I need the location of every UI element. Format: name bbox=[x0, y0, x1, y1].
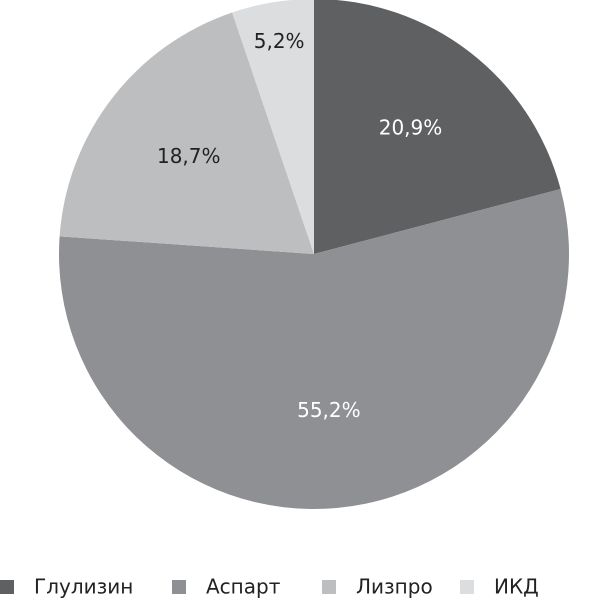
slice-label: 5,2% bbox=[254, 29, 305, 53]
legend-swatch bbox=[460, 580, 474, 594]
legend-swatch bbox=[322, 580, 336, 594]
legend-label: Лизпро bbox=[356, 575, 433, 599]
legend-swatch bbox=[0, 580, 14, 594]
legend-label: Аспарт bbox=[206, 575, 281, 599]
pie-slice bbox=[59, 189, 570, 509]
pie-slice bbox=[232, 0, 314, 254]
legend-label: ИКД bbox=[494, 575, 539, 599]
pie-slice bbox=[59, 12, 314, 255]
pie-slice bbox=[314, 0, 561, 254]
slice-label: 20,9% bbox=[379, 115, 443, 139]
legend-label: Глулизин bbox=[34, 575, 133, 599]
slice-label: 55,2% bbox=[297, 398, 361, 422]
slice-label: 18,7% bbox=[157, 144, 221, 168]
legend-swatch bbox=[172, 580, 186, 594]
